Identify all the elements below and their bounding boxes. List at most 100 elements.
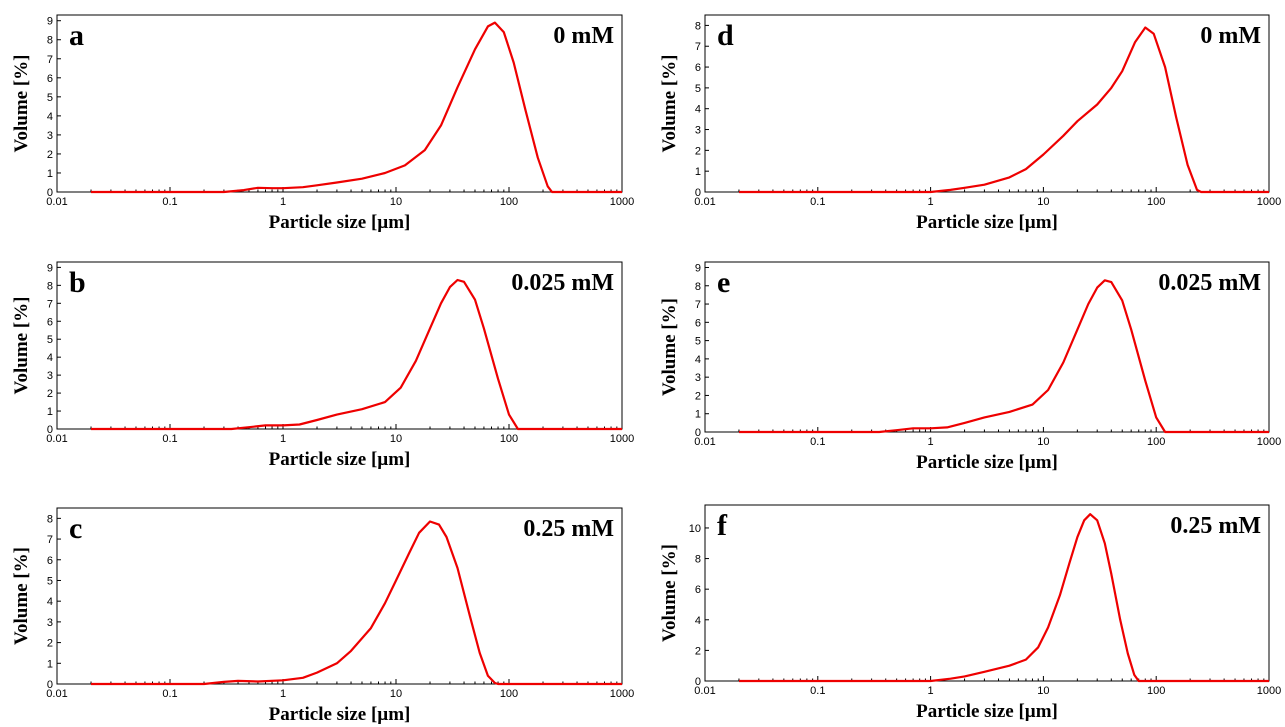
x-axis-title: Particle size [µm] <box>269 212 411 233</box>
x-tick-label: 100 <box>1147 196 1165 208</box>
y-tick-label: 0 <box>695 187 701 199</box>
y-tick-label: 1 <box>695 409 701 421</box>
x-tick-label: 100 <box>500 688 518 700</box>
volume-curve-d <box>739 26 1269 194</box>
x-tick-label: 1 <box>280 433 286 445</box>
volume-curve-a <box>91 21 622 194</box>
panel-d: 0.01 0.1 1 10 100 1000 0 1 2 3 4 5 6 7 8 Particle size … <box>659 14 1281 233</box>
y-tick-label: 6 <box>47 73 53 85</box>
concentration-label: 0 mM <box>553 23 614 49</box>
x-tick-label: 1000 <box>610 433 634 445</box>
y-tick-label: 3 <box>47 130 53 142</box>
x-tick-label: 10 <box>1037 196 1049 208</box>
x-tick-label: 0.1 <box>162 433 177 445</box>
y-tick-label: 8 <box>47 35 53 47</box>
y-tick-label: 3 <box>695 125 701 137</box>
panel-letter: a <box>69 19 84 52</box>
x-tick-label: 1000 <box>1257 196 1281 208</box>
concentration-label: 0.25 mM <box>1170 513 1261 539</box>
y-tick-label: 6 <box>695 62 701 74</box>
y-axis-title: Volume [%] <box>659 55 680 153</box>
y-tick-label: 5 <box>47 575 53 587</box>
y-tick-label: 5 <box>695 336 701 348</box>
x-tick-label: 100 <box>1147 436 1165 448</box>
y-tick-label: 6 <box>695 584 701 596</box>
x-tick-label: 100 <box>1147 685 1165 697</box>
x-tick-label: 0.1 <box>162 688 177 700</box>
y-tick-label: 10 <box>689 523 701 535</box>
y-tick-label: 0 <box>47 187 53 199</box>
x-tick-label: 0.01 <box>46 688 67 700</box>
y-tick-label: 0 <box>695 676 701 688</box>
panel-a: 0.01 0.1 1 10 100 1000 0 1 2 3 4 5 6 7 8 9 Particle size… <box>11 14 634 233</box>
x-axis-title: Particle size [µm] <box>916 212 1058 233</box>
panel-b: 0.01 0.1 1 10 100 1000 0 1 2 3 4 5 6 7 8 9 Particle size… <box>11 261 634 470</box>
y-tick-label: 9 <box>695 262 701 274</box>
volume-curve-f <box>739 513 1269 683</box>
y-tick-label: 8 <box>47 280 53 292</box>
panel-c: 0.01 0.1 1 10 100 1000 0 1 2 3 4 5 6 7 8 Particle size … <box>11 507 634 725</box>
volume-curve-b <box>91 278 622 431</box>
x-tick-label: 10 <box>390 688 402 700</box>
x-tick-label: 0.01 <box>694 685 715 697</box>
plot-frame <box>704 504 1270 682</box>
x-axis-title: Particle size [µm] <box>269 449 411 470</box>
plot-frame <box>704 261 1270 433</box>
y-tick-label: 2 <box>695 390 701 402</box>
y-tick-label: 6 <box>47 555 53 567</box>
y-axis-title: Volume [%] <box>659 544 680 642</box>
y-tick-label: 5 <box>47 334 53 346</box>
y-tick-label: 5 <box>695 83 701 95</box>
y-tick-label: 4 <box>695 104 701 116</box>
y-tick-label: 4 <box>695 615 701 627</box>
y-tick-label: 8 <box>695 281 701 293</box>
y-tick-label: 5 <box>47 92 53 104</box>
y-tick-label: 0 <box>47 424 53 436</box>
y-tick-label: 4 <box>47 596 53 608</box>
y-tick-label: 4 <box>695 354 701 366</box>
y-tick-label: 8 <box>47 513 53 525</box>
x-tick-label: 0.1 <box>810 196 825 208</box>
y-tick-label: 7 <box>695 299 701 311</box>
panel-letter: d <box>717 19 734 52</box>
y-tick-label: 1 <box>695 166 701 178</box>
volume-curve-c <box>91 520 622 686</box>
x-tick-label: 1 <box>928 685 934 697</box>
plot-frame <box>56 261 623 430</box>
y-tick-label: 3 <box>695 372 701 384</box>
x-tick-label: 0.1 <box>810 436 825 448</box>
y-tick-label: 2 <box>47 149 53 161</box>
y-tick-label: 6 <box>695 317 701 329</box>
y-tick-label: 7 <box>695 41 701 53</box>
x-tick-label: 0.01 <box>46 196 67 208</box>
y-tick-label: 3 <box>47 617 53 629</box>
x-tick-label: 100 <box>500 433 518 445</box>
y-tick-label: 9 <box>47 262 53 274</box>
x-tick-label: 1 <box>280 688 286 700</box>
panel-letter: c <box>69 512 82 545</box>
x-tick-label: 10 <box>390 196 402 208</box>
x-tick-label: 10 <box>390 433 402 445</box>
y-axis-title: Volume [%] <box>11 547 32 645</box>
panel-e: 0.01 0.1 1 10 100 1000 0 1 2 3 4 5 6 7 8 9 Particle size… <box>659 261 1281 473</box>
x-tick-label: 1000 <box>1257 436 1281 448</box>
y-tick-label: 4 <box>47 352 53 364</box>
y-tick-label: 0 <box>695 427 701 439</box>
x-tick-label: 10 <box>1037 685 1049 697</box>
x-tick-label: 0.1 <box>810 685 825 697</box>
plot-frame <box>56 507 623 685</box>
x-axis-title: Particle size [µm] <box>916 701 1058 722</box>
y-tick-label: 1 <box>47 406 53 418</box>
plot-frame <box>56 14 623 193</box>
panel-letter: b <box>69 266 86 299</box>
concentration-label: 0.025 mM <box>511 270 614 296</box>
y-tick-label: 8 <box>695 554 701 566</box>
x-tick-label: 1 <box>280 196 286 208</box>
y-tick-label: 7 <box>47 298 53 310</box>
y-tick-label: 7 <box>47 54 53 66</box>
concentration-label: 0.025 mM <box>1158 270 1261 296</box>
y-tick-label: 2 <box>47 638 53 650</box>
volume-curve-e <box>739 279 1269 434</box>
